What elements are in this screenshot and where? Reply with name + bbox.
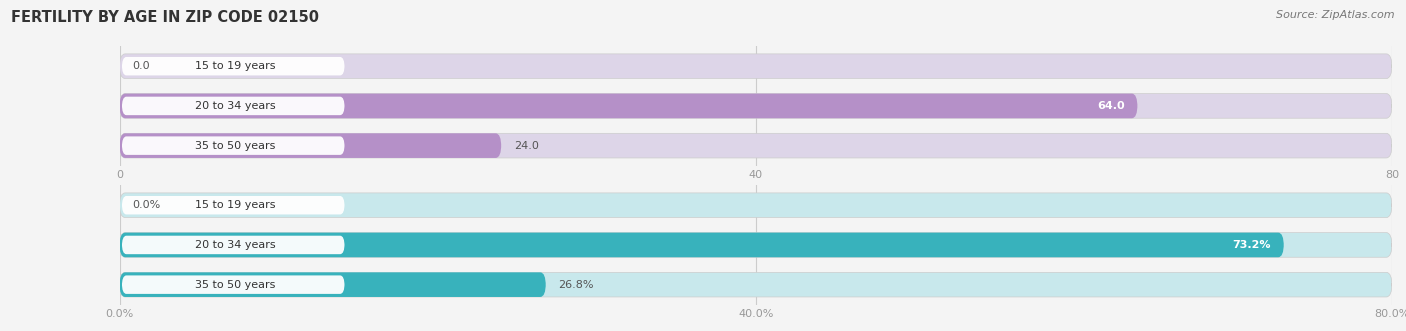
FancyBboxPatch shape <box>120 272 546 297</box>
Text: 26.8%: 26.8% <box>558 280 593 290</box>
FancyBboxPatch shape <box>120 193 1392 217</box>
Text: 35 to 50 years: 35 to 50 years <box>194 141 276 151</box>
Text: 0.0%: 0.0% <box>132 200 160 210</box>
FancyBboxPatch shape <box>120 94 1392 118</box>
FancyBboxPatch shape <box>120 233 1284 257</box>
Text: 20 to 34 years: 20 to 34 years <box>194 240 276 250</box>
FancyBboxPatch shape <box>120 233 1392 257</box>
FancyBboxPatch shape <box>122 196 344 214</box>
Text: 0.0: 0.0 <box>132 61 150 71</box>
FancyBboxPatch shape <box>122 275 344 294</box>
Text: 64.0: 64.0 <box>1097 101 1125 111</box>
Text: 15 to 19 years: 15 to 19 years <box>194 200 276 210</box>
FancyBboxPatch shape <box>120 54 1392 78</box>
FancyBboxPatch shape <box>120 133 1392 158</box>
Text: FERTILITY BY AGE IN ZIP CODE 02150: FERTILITY BY AGE IN ZIP CODE 02150 <box>11 10 319 25</box>
Text: 15 to 19 years: 15 to 19 years <box>194 61 276 71</box>
FancyBboxPatch shape <box>120 94 1137 118</box>
Text: 73.2%: 73.2% <box>1233 240 1271 250</box>
FancyBboxPatch shape <box>122 97 344 115</box>
FancyBboxPatch shape <box>120 133 502 158</box>
FancyBboxPatch shape <box>122 236 344 254</box>
Text: Source: ZipAtlas.com: Source: ZipAtlas.com <box>1277 10 1395 20</box>
FancyBboxPatch shape <box>122 57 344 75</box>
FancyBboxPatch shape <box>122 136 344 155</box>
Text: 35 to 50 years: 35 to 50 years <box>194 280 276 290</box>
FancyBboxPatch shape <box>120 272 1392 297</box>
Text: 24.0: 24.0 <box>515 141 538 151</box>
Text: 20 to 34 years: 20 to 34 years <box>194 101 276 111</box>
